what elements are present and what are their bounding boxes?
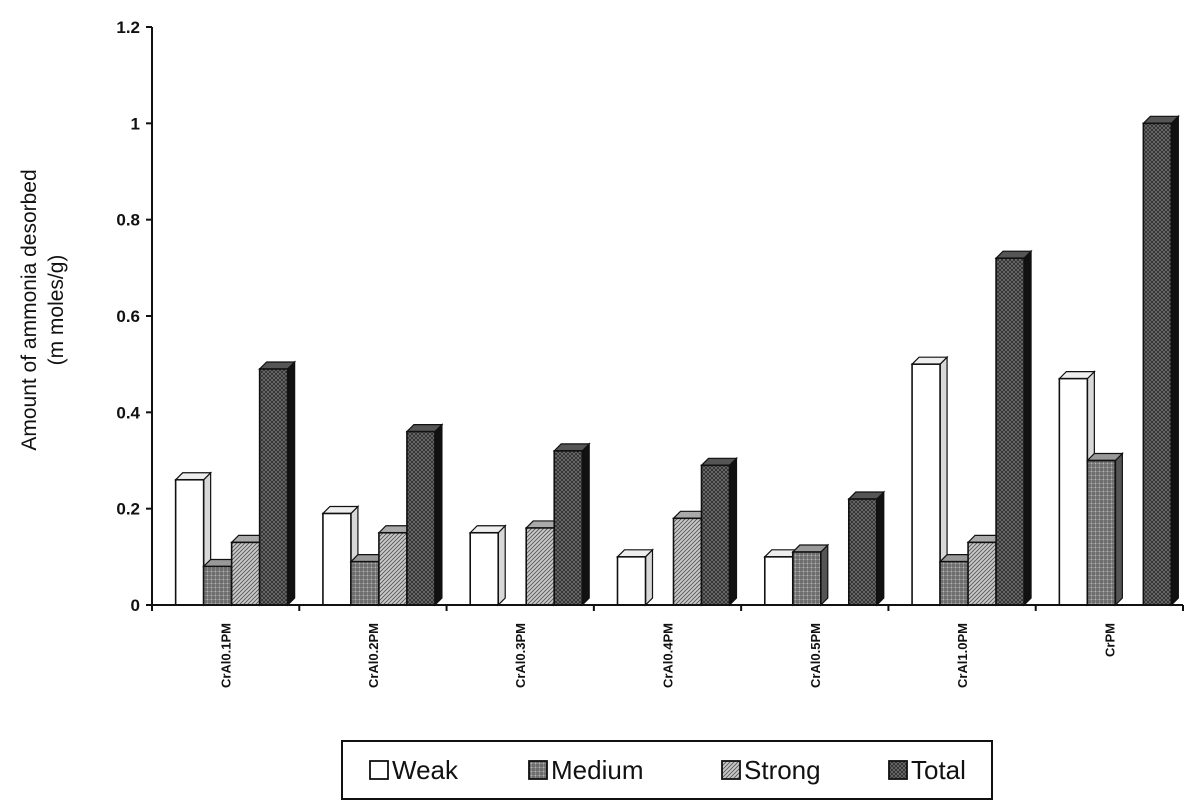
bar-front <box>469 531 500 606</box>
y-ticks: 0 0.2 0.4 0.6 0.8 1 1.2 <box>116 18 152 615</box>
bar-total <box>1141 114 1180 607</box>
bar-top <box>1057 371 1096 380</box>
legend-item-weak: Weak <box>369 755 459 785</box>
y-tick-label: 0 <box>131 596 140 615</box>
bar-front <box>672 517 703 606</box>
bar-top <box>847 491 886 500</box>
legend-label-total: Total <box>911 755 966 785</box>
bar-front <box>995 257 1025 606</box>
bar-front <box>1058 377 1089 606</box>
bar-total <box>700 456 738 607</box>
bar-top <box>258 361 297 370</box>
bar-front <box>791 551 822 606</box>
bar-front <box>350 560 380 606</box>
bar-total <box>994 249 1033 607</box>
bar-weak <box>910 355 949 607</box>
bar-front <box>406 430 436 606</box>
bar-top <box>321 505 360 515</box>
bar-side <box>497 524 506 607</box>
bar-side <box>728 456 738 607</box>
bar-top <box>174 472 213 481</box>
bar-top <box>1141 115 1180 124</box>
bar-total <box>258 360 297 607</box>
bar-top <box>616 549 654 558</box>
bar-top <box>1085 452 1124 462</box>
legend-label-strong: Strong <box>744 755 821 785</box>
bar-top <box>791 544 830 553</box>
legend-item-total: Total <box>888 755 966 785</box>
bar-weak <box>616 548 654 607</box>
bar-side <box>644 548 654 607</box>
x-category-label: CrPM <box>1102 623 1117 657</box>
bar-medium <box>791 543 830 607</box>
y-tick-label: 1.2 <box>116 18 140 37</box>
bar-total <box>847 490 886 607</box>
y-tick-label: 0.8 <box>116 211 140 230</box>
x-category-label: CrAl0.5PM <box>808 623 823 688</box>
x-category-label: CrAl1.0PM <box>955 623 970 688</box>
bar-top <box>910 356 949 365</box>
legend-swatch-total <box>888 760 908 780</box>
bar-medium <box>1085 452 1124 607</box>
bar-side <box>581 442 590 607</box>
bar-front <box>322 512 352 606</box>
bar-weak <box>468 524 507 607</box>
y-axis-label-line1: Amount of ammonia desorbed <box>18 169 41 450</box>
bar-side <box>287 360 296 607</box>
y-tick-label: 1 <box>131 114 140 133</box>
bar-top <box>552 443 591 452</box>
bar-side <box>1023 249 1032 607</box>
bar-front <box>1142 122 1173 606</box>
bar-front <box>525 527 556 606</box>
bar-front <box>230 541 261 606</box>
bars-layer <box>174 114 1180 607</box>
bar-side <box>820 543 829 607</box>
x-category-label: CrAl0.1PM <box>219 623 234 688</box>
y-tick-label: 0.4 <box>116 403 140 422</box>
bar-front <box>939 560 969 606</box>
bar-front <box>1086 459 1117 606</box>
bar-top <box>700 457 738 466</box>
bar-front <box>378 531 408 606</box>
bar-side <box>1170 114 1179 607</box>
y-axis-label-line2: (m moles/g) <box>45 255 68 366</box>
legend-swatch-weak <box>369 760 389 780</box>
x-category-label: CrAl0.3PM <box>513 623 528 688</box>
bar-top <box>468 525 507 534</box>
legend-frame <box>341 740 993 800</box>
legend: Weak Medium Strong Total <box>341 740 993 800</box>
bar-front <box>911 363 941 606</box>
legend-item-medium: Medium <box>528 755 643 785</box>
bar-front <box>700 464 731 606</box>
bar-front <box>763 556 794 606</box>
y-axis-label: Amount of ammonia desorbed (m moles/g) <box>18 169 68 450</box>
bar-top <box>405 424 444 433</box>
x-category-label: CrAl0.4PM <box>661 623 676 688</box>
legend-label-weak: Weak <box>392 755 459 785</box>
bar-front <box>174 478 205 606</box>
y-tick-label: 0.2 <box>116 500 140 519</box>
legend-item-strong: Strong <box>721 755 821 785</box>
bar-total <box>552 442 591 607</box>
legend-swatch-strong <box>721 760 741 780</box>
bar-top <box>994 250 1033 259</box>
bar-front <box>847 498 878 606</box>
bar-front <box>967 541 997 606</box>
bar-front <box>202 565 233 606</box>
bar-total <box>405 423 444 607</box>
y-tick-label: 0.6 <box>116 307 140 326</box>
legend-label-medium: Medium <box>551 755 643 785</box>
bar-side <box>1114 452 1123 607</box>
legend-swatch-medium <box>528 760 548 780</box>
bar-front <box>553 450 584 606</box>
x-category-label: CrAl0.2PM <box>366 623 381 688</box>
bar-front <box>616 556 647 606</box>
bar-side <box>434 423 443 607</box>
x-category-labels: CrAl0.1PM CrAl0.2PM CrAl0.3PM CrAl0.4PM CrAl… <box>219 623 1118 688</box>
bar-front <box>258 368 289 606</box>
bar-side <box>876 490 885 607</box>
